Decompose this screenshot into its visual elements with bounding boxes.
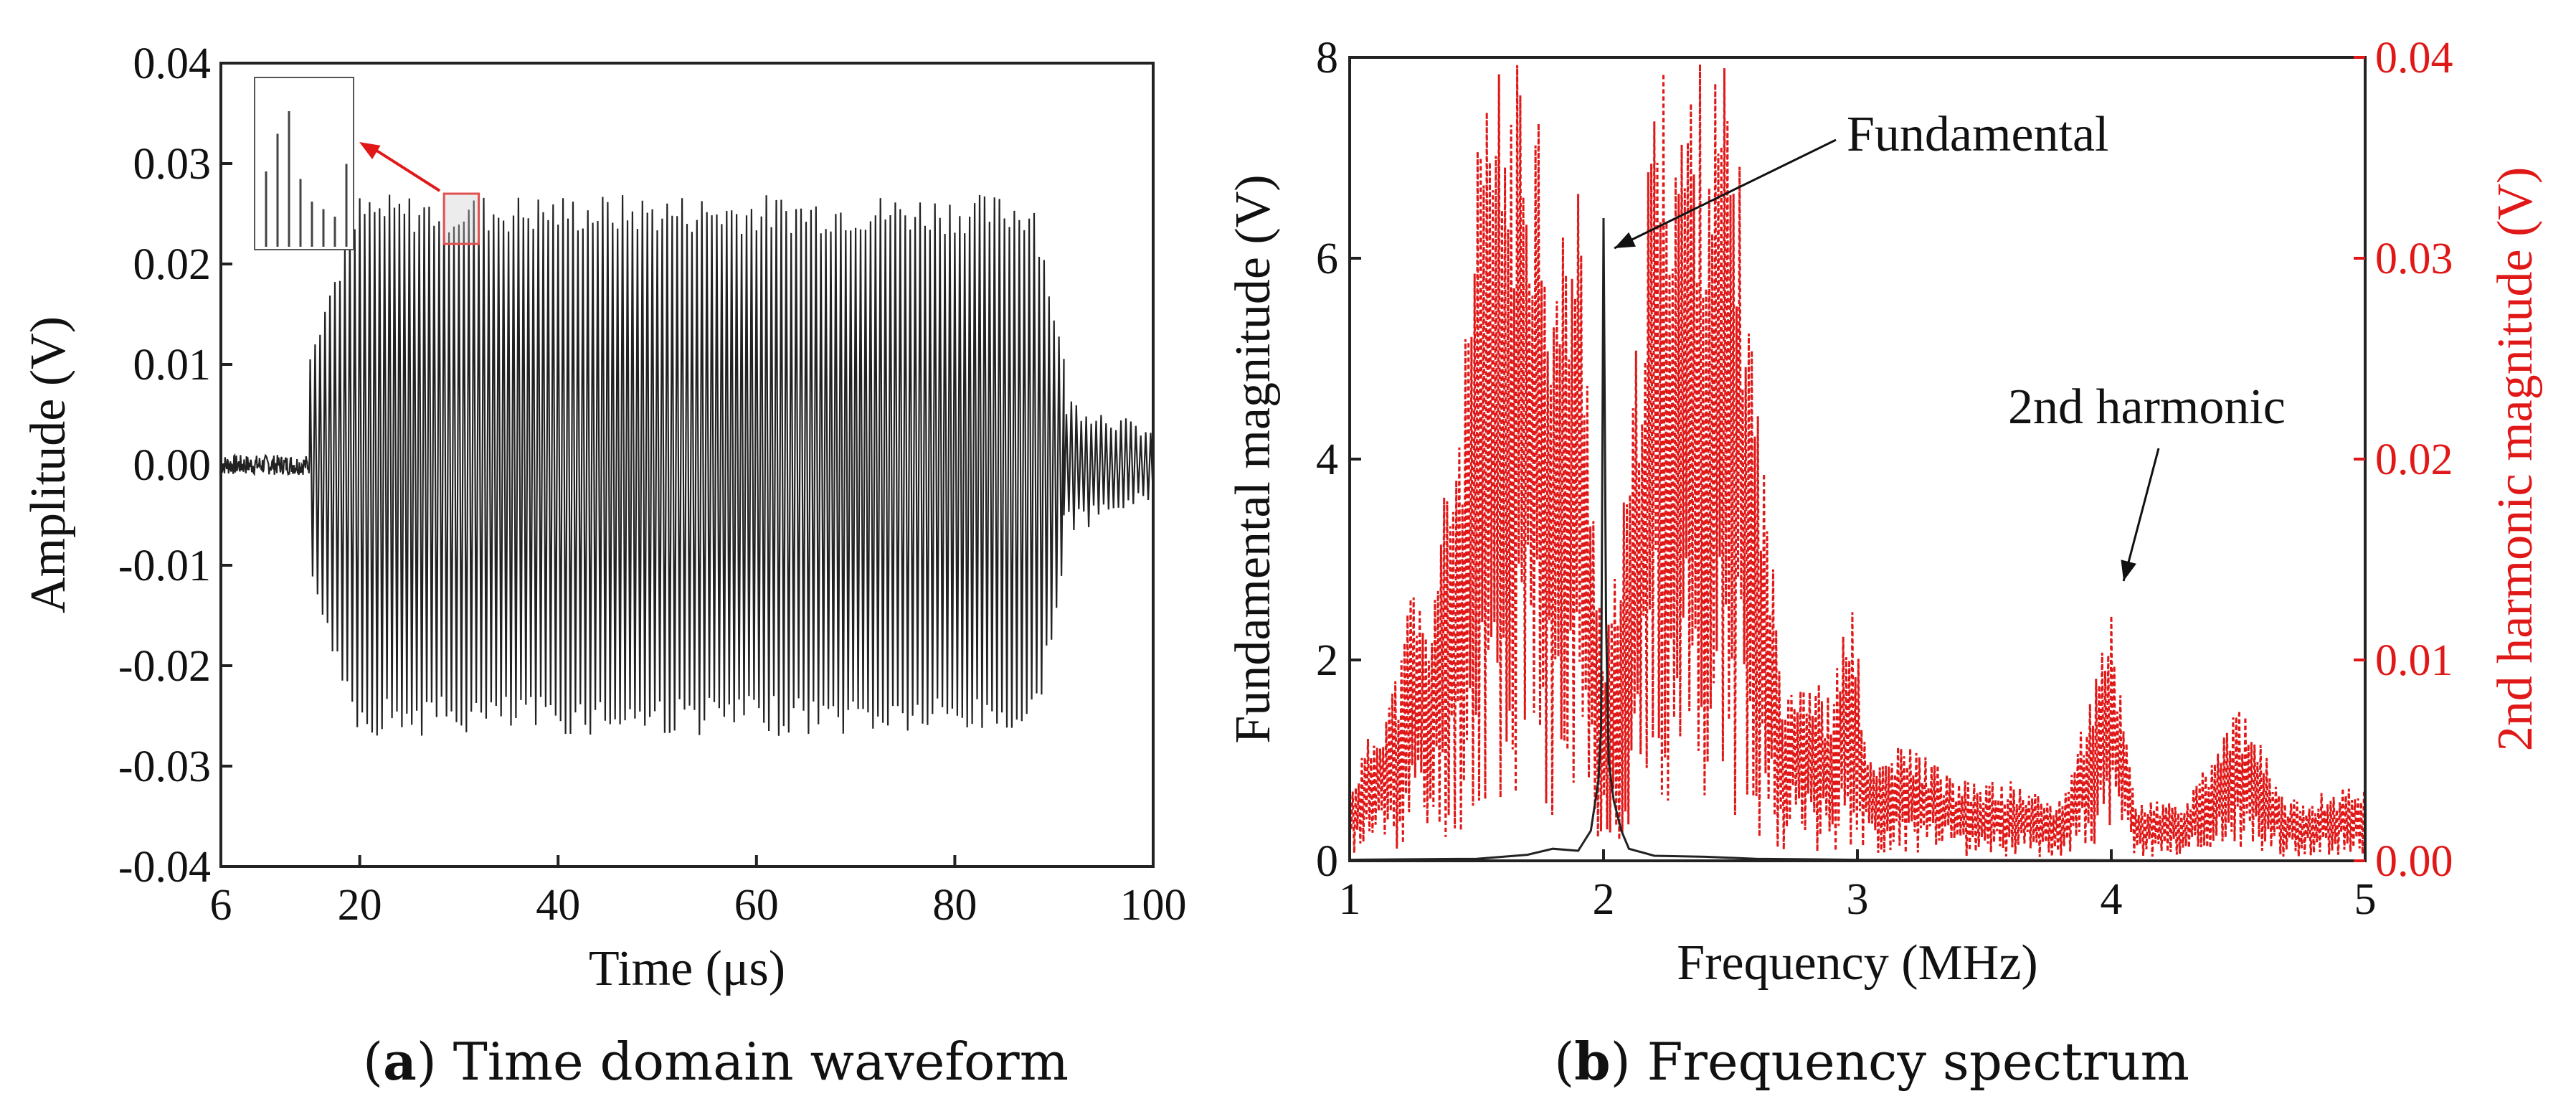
x-axis-label: Frequency (MHz) [1677, 935, 2037, 991]
panel-letter: b [1574, 1031, 1610, 1092]
waveform-line [219, 194, 1155, 736]
panel-caption-text: Frequency spectrum [1647, 1032, 2189, 1092]
y-tick-label: 8 [1316, 34, 1338, 82]
y-axis-ticks: 0.04 0.03 0.02 0.01 0.00 -0.01 -0.02 -0.03 -0.04 [118, 39, 232, 892]
y-tick-label: -0.04 [118, 843, 211, 892]
zoom-arrow-head [359, 142, 381, 159]
right-y-tick-label: 0.02 [2375, 435, 2453, 484]
y-tick-label: -0.01 [118, 542, 211, 590]
y-tick-label: 2 [1316, 636, 1338, 685]
y-tick-label: -0.02 [118, 642, 211, 691]
right-y-tick-label: 0.00 [2375, 837, 2453, 886]
panel-caption: (a) Time domain waveform [363, 1031, 1069, 1092]
zoom-arrow [371, 146, 441, 192]
x-axis-ticks: 1 2 3 4 5 [1339, 849, 2377, 924]
y-axis-label: Amplitude (V) [21, 316, 76, 613]
right-y-axis-ticks: 0.04 0.03 0.02 0.01 0.00 [2354, 34, 2453, 886]
waveform-series [219, 194, 1155, 736]
fundamental-arrow-head [1614, 232, 1636, 248]
x-axis-label: Time (μs) [589, 941, 785, 996]
frequency-spectrum-panel: 1 2 3 4 5 8 6 4 2 0 0.04 0.03 0.02 0.01 0.00 Frequen… [1226, 34, 2543, 1092]
harmonic-arrow [2122, 448, 2160, 582]
harmonic-annotation: 2nd harmonic [2008, 379, 2286, 435]
x-tick-label: 40 [536, 881, 580, 930]
y-axis-ticks: 8 6 4 2 0 [1316, 34, 1361, 886]
inset-frame [254, 77, 354, 250]
harmonic-series-line [1348, 64, 2366, 857]
x-tick-label: 1 [1339, 875, 1361, 924]
right-y-axis-label: 2nd harmonic magnitude (V) [2488, 167, 2543, 752]
fundamental-arrow [1614, 138, 1837, 250]
y-tick-label: 0.00 [133, 441, 212, 490]
x-axis-ticks: 6 20 40 60 80 100 [210, 855, 1187, 930]
zoom-box [442, 192, 480, 245]
time-domain-panel: 6 20 40 60 80 100 0.04 0.03 0.02 0.01 0.00 -0.01 -0… [21, 39, 1187, 1092]
right-y-tick-label: 0.01 [2375, 636, 2453, 685]
y-tick-label: 6 [1316, 235, 1338, 283]
fundamental-annotation: Fundamental [1847, 107, 2108, 162]
x-tick-label: 3 [1847, 875, 1869, 924]
right-y-tick-label: 0.04 [2375, 34, 2453, 82]
y-tick-label: -0.03 [118, 742, 211, 791]
x-tick-label: 20 [338, 881, 382, 930]
y-tick-label: 4 [1316, 435, 1338, 484]
y-tick-label: 0.03 [133, 140, 212, 189]
fundamental-series-line [1349, 217, 2366, 862]
y-axis-label: Fundamental magnitude (V) [1226, 174, 1281, 743]
x-tick-label: 2 [1593, 875, 1615, 924]
y-tick-label: 0.04 [133, 39, 212, 88]
x-tick-label: 60 [734, 881, 779, 930]
panel-caption-text: Time domain waveform [453, 1032, 1069, 1092]
x-tick-label: 6 [210, 881, 232, 930]
panel-caption: (b) Frequency spectrum [1554, 1031, 2189, 1092]
inset-plot [254, 77, 354, 250]
y-tick-label: 0 [1316, 837, 1338, 886]
y-tick-label: 0.02 [133, 240, 212, 289]
x-tick-label: 80 [932, 881, 977, 930]
y-tick-label: 0.01 [133, 341, 212, 390]
x-tick-label: 5 [2354, 875, 2377, 924]
x-tick-label: 100 [1120, 881, 1187, 930]
x-tick-label: 4 [2101, 875, 2123, 924]
right-y-tick-label: 0.03 [2375, 235, 2453, 283]
harmonic-arrow-head [2121, 560, 2136, 581]
panel-letter: a [383, 1031, 417, 1092]
